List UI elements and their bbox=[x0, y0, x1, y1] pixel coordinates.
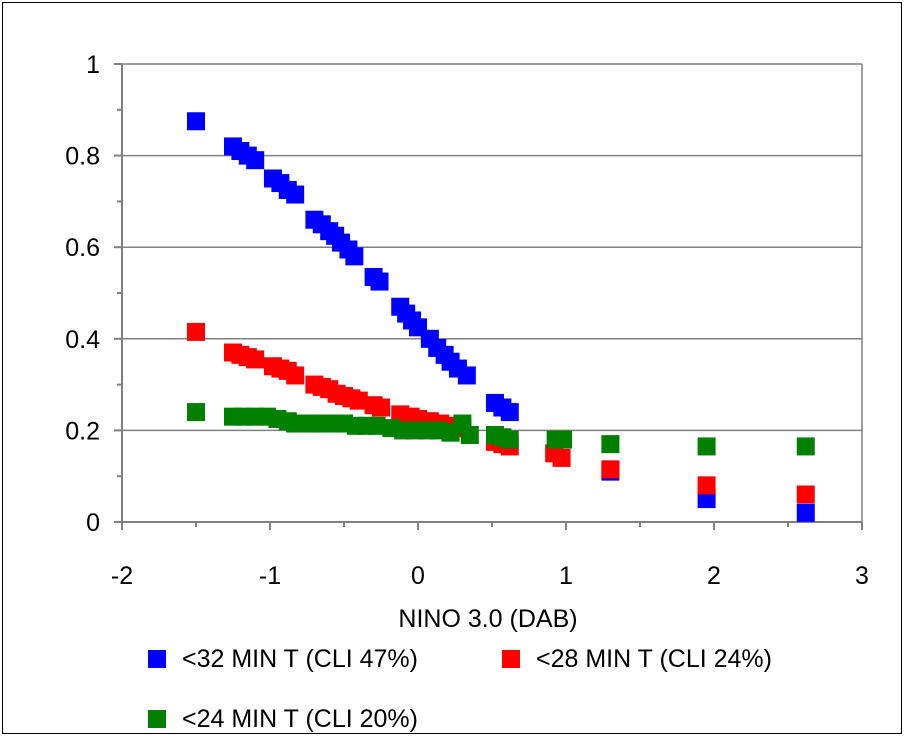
data-point bbox=[796, 437, 815, 456]
data-point bbox=[500, 430, 519, 449]
y-tick-label: 0.2 bbox=[65, 417, 100, 445]
data-point bbox=[372, 398, 390, 417]
data-point bbox=[345, 247, 364, 266]
data-point bbox=[457, 366, 476, 385]
gridlines bbox=[122, 63, 863, 522]
x-tick-label: 2 bbox=[707, 562, 721, 590]
data-point bbox=[286, 414, 305, 433]
data-point bbox=[286, 366, 305, 385]
data-point bbox=[796, 503, 815, 522]
legend-label-3: <24 MIN T (CLI 20%) bbox=[182, 705, 418, 733]
data-point bbox=[697, 490, 716, 509]
legend-label-1: <32 MIN T (CLI 47%) bbox=[182, 645, 418, 673]
x-tick-label: -2 bbox=[111, 562, 133, 590]
data-point bbox=[697, 476, 716, 495]
axes bbox=[114, 63, 863, 530]
legend-label-2: <28 MIN T (CLI 24%) bbox=[536, 645, 772, 673]
data-point bbox=[796, 485, 815, 504]
data-point bbox=[601, 460, 620, 479]
data-point bbox=[554, 430, 573, 449]
data-point bbox=[246, 350, 265, 369]
series-1 bbox=[187, 112, 815, 522]
data-point bbox=[552, 448, 571, 467]
legend: <32 MIN T (CLI 47%) <28 MIN T (CLI 24%) <2… bbox=[148, 645, 772, 733]
y-tick-label: 0 bbox=[86, 509, 100, 537]
data-point bbox=[187, 403, 205, 422]
data-point bbox=[187, 322, 205, 341]
data-point bbox=[697, 437, 716, 456]
x-tick-label: 1 bbox=[559, 562, 573, 590]
data-point bbox=[460, 425, 479, 444]
legend-swatch-3 bbox=[148, 710, 166, 728]
data-point bbox=[367, 416, 386, 435]
x-tick-label: 0 bbox=[411, 562, 425, 590]
y-tick-label: 0.8 bbox=[65, 143, 100, 171]
series-2 bbox=[187, 322, 815, 504]
legend-swatch-1 bbox=[148, 650, 166, 668]
y-tick-label: 0.4 bbox=[65, 326, 100, 354]
data-point bbox=[370, 272, 389, 291]
y-tick-label: 0.6 bbox=[65, 234, 100, 262]
data-points bbox=[187, 112, 815, 522]
data-point bbox=[246, 151, 265, 170]
data-point bbox=[187, 112, 205, 131]
x-axis-label: NINO 3.0 (DAB) bbox=[398, 605, 577, 633]
data-point bbox=[349, 391, 368, 410]
data-point bbox=[500, 403, 519, 422]
data-point bbox=[286, 185, 305, 204]
series-3 bbox=[187, 403, 815, 456]
x-tick-label: 3 bbox=[855, 562, 869, 590]
tick-labels: 0 0.2 0.4 0.6 0.8 1 -2 -1 0 1 2 3 bbox=[65, 51, 869, 590]
data-point bbox=[601, 435, 620, 454]
legend-swatch-2 bbox=[502, 650, 520, 668]
y-tick-label: 1 bbox=[86, 51, 100, 79]
x-tick-label: -1 bbox=[259, 562, 281, 590]
